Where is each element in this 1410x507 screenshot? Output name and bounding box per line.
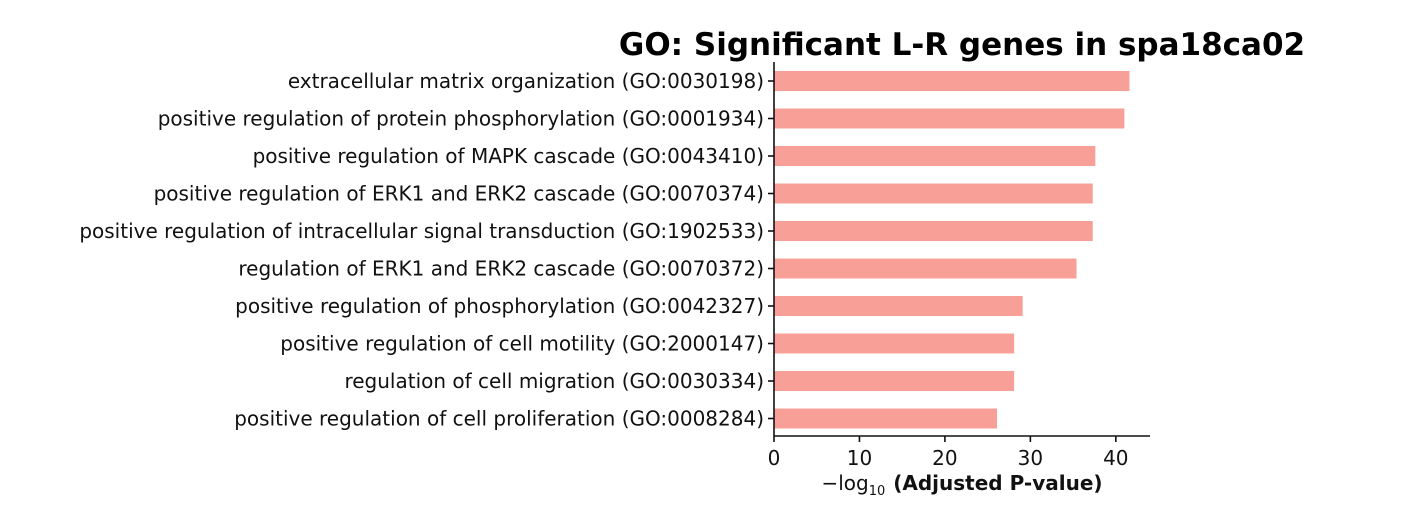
x-tick-label-3: 30 [1018,446,1043,470]
bar-1 [774,108,1125,129]
chart-title: GO: Significant L-R genes in spa18ca02 [619,27,1305,63]
bar-0 [774,71,1130,91]
bar-2 [774,146,1096,166]
category-label-5: regulation of ERK1 and ERK2 cascade (GO:… [238,257,764,281]
bar-5 [774,258,1077,279]
category-label-9: positive regulation of cell proliferatio… [234,407,764,431]
x-tick-label-2: 20 [932,446,957,470]
x-tick-label-4: 40 [1103,446,1128,470]
x-axis-label-main: (Adjusted P-value) [893,471,1102,495]
category-labels: extracellular matrix organization (GO:00… [79,69,774,431]
category-label-8: regulation of cell migration (GO:0030334… [344,369,764,393]
x-tick-label-1: 10 [847,446,872,470]
bar-8 [774,371,1015,391]
x-axis-label: −log10 (Adjusted P-value) [821,471,1102,499]
bar-4 [774,221,1093,241]
bar-7 [774,333,1015,354]
bar-6 [774,296,1023,316]
x-axis-label-prefix: −log [821,471,868,495]
category-label-1: positive regulation of protein phosphory… [158,107,764,131]
x-tick-label-0: 0 [768,446,781,470]
x-ticks: 0 10 20 30 40 [768,436,1129,470]
category-label-2: positive regulation of MAPK cascade (GO:… [253,144,764,168]
bar-9 [774,408,998,429]
axes [773,62,1150,437]
x-axis-label-subscript: 10 [869,484,886,499]
category-label-4: positive regulation of intracellular sig… [79,219,764,243]
bars-group [774,71,1130,429]
category-label-3: positive regulation of ERK1 and ERK2 cas… [154,182,764,206]
category-label-0: extracellular matrix organization (GO:00… [288,69,764,93]
category-label-6: positive regulation of phosphorylation (… [235,294,764,318]
bar-3 [774,183,1093,204]
category-label-7: positive regulation of cell motility (GO… [280,332,764,356]
